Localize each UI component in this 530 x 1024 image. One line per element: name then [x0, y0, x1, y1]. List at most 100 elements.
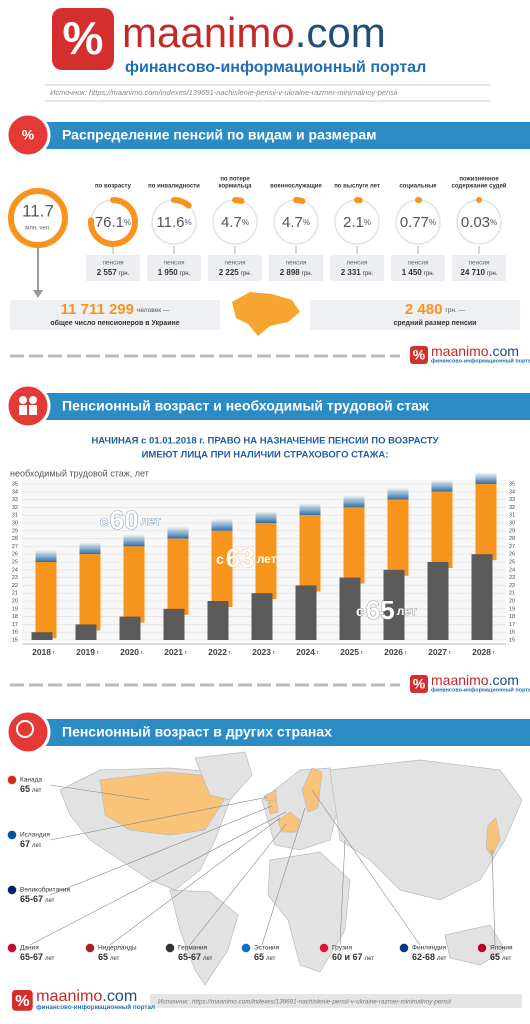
section-title: Пенсионный возраст в других странах: [62, 724, 332, 740]
y-tick-label: 17: [12, 622, 18, 628]
leader-line: [29, 811, 287, 946]
percent-sign: %: [364, 218, 371, 227]
x-tick-label: 2026 г.: [384, 647, 408, 657]
x-tick-label: 2021 г.: [164, 647, 188, 657]
pension-box: [147, 255, 201, 281]
year-unit: г.: [493, 650, 496, 656]
y-tick-label-right: 23: [509, 575, 515, 581]
tagline: финансово-информационный портал: [431, 357, 530, 364]
pension-amount: 2 225 грн.: [219, 268, 252, 277]
age-value: 65-67: [20, 894, 43, 904]
pension-value: 1 450: [402, 268, 423, 277]
flag: [7, 885, 17, 895]
y-tick-label-right: 18: [509, 614, 515, 620]
pension-value: 2 898: [280, 268, 301, 277]
source-url: https://maanimo.com/indexes/139691-nachi…: [89, 88, 398, 97]
country-age: 65-67 лет: [178, 952, 213, 962]
x-tick-label: 2022 г.: [208, 647, 232, 657]
total-value: 11 711 299 человек —: [61, 301, 170, 318]
logo-mark: [12, 990, 33, 1011]
stage-cap: [167, 526, 189, 539]
icon-glyph: [29, 405, 37, 415]
flag: [85, 943, 95, 953]
pension-value: 2 225: [219, 268, 240, 277]
percent-value: 4.7: [221, 214, 242, 231]
country-name: Финляндия: [412, 945, 446, 952]
age-prefix: с: [216, 551, 224, 567]
country-name: Эстония: [254, 945, 280, 952]
pension-label: пенсия: [102, 260, 124, 267]
y-tick-label-right: 34: [509, 489, 515, 495]
pension-amount: 24 710 грн.: [461, 268, 498, 277]
y-tick-label-right: 28: [509, 536, 515, 542]
currency: грн.: [180, 271, 191, 277]
percent: 76.1%: [95, 214, 131, 231]
year: 2025: [340, 647, 359, 657]
age-unit: лет: [45, 898, 55, 904]
bar-lower: [471, 554, 493, 640]
age-value: 60 и 67: [332, 952, 363, 962]
y-tick-label-right: 17: [509, 622, 515, 628]
icon-glyph: [29, 396, 37, 404]
y-tick-label: 35: [12, 481, 18, 487]
country-age: 65 лет: [490, 952, 512, 962]
age-annotation: с63 лет: [216, 543, 277, 573]
bar-upper: [211, 530, 233, 607]
y-tick-label-right: 19: [509, 606, 515, 612]
banner-bar: [40, 719, 530, 746]
age-value: 65: [490, 952, 500, 962]
y-tick-label-right: 22: [509, 583, 515, 589]
footer: [150, 994, 522, 1008]
x-tick-label: 2018 г.: [32, 647, 56, 657]
y-tick-label-right: 30: [509, 520, 515, 526]
year-unit: г.: [317, 650, 320, 656]
banner-2: Пенсионный возраст и необходимый трудово…: [5, 383, 530, 429]
banner-bar: [40, 122, 530, 149]
pension-label: пенсия: [468, 260, 490, 267]
ukraine-map: [232, 292, 300, 336]
y-tick-label-right: 26: [509, 552, 515, 558]
country-name: Дания: [20, 945, 39, 952]
year: 2026: [384, 647, 403, 657]
source-label: Источник:: [158, 998, 189, 1005]
section-title: Пенсионный возраст и необходимый трудово…: [62, 398, 430, 414]
pension-label: пенсия: [285, 260, 307, 267]
age-value: 67: [20, 839, 30, 849]
percent-sign: %: [303, 218, 310, 227]
brand: maanimo.com: [431, 343, 519, 359]
year-unit: г.: [53, 650, 56, 656]
icon-glyph: [19, 396, 27, 404]
age-suffix: лет: [141, 514, 161, 528]
age-value: 62-68: [412, 952, 435, 962]
y-tick-label: 33: [12, 497, 18, 503]
percent: 4.7%: [221, 214, 249, 231]
section-title: Распределение пенсий по видам и размерам: [62, 127, 377, 143]
leader-line: [311, 789, 421, 946]
stage-cap: [431, 479, 453, 492]
country-age: 67 лет: [20, 839, 42, 849]
x-tick-label: 2025 г.: [340, 647, 364, 657]
x-tick-label: 2028 г.: [472, 647, 496, 657]
y-tick-label: 19: [12, 606, 18, 612]
y-tick-label-right: 32: [509, 505, 515, 511]
percent-sign: %: [184, 218, 191, 227]
y-tick-label-right: 31: [509, 513, 515, 519]
country-name: Япония: [490, 945, 513, 952]
australia: [444, 924, 506, 966]
country-age: 65-67 лет: [20, 952, 55, 962]
pension-amount: 1 950 грн.: [158, 268, 191, 277]
type-label: содержание судей: [452, 183, 507, 190]
country-age: 60 и 67 лет: [332, 952, 374, 962]
pension-box: [208, 255, 262, 281]
pension-box: [391, 255, 445, 281]
banner-3: Пенсионный возраст в других странах: [5, 709, 530, 755]
age-unit: лет: [32, 788, 42, 794]
logo-symbol: %: [63, 12, 104, 64]
flag: [241, 943, 251, 953]
logo-mark: [410, 346, 428, 364]
totals-row: [10, 248, 520, 336]
